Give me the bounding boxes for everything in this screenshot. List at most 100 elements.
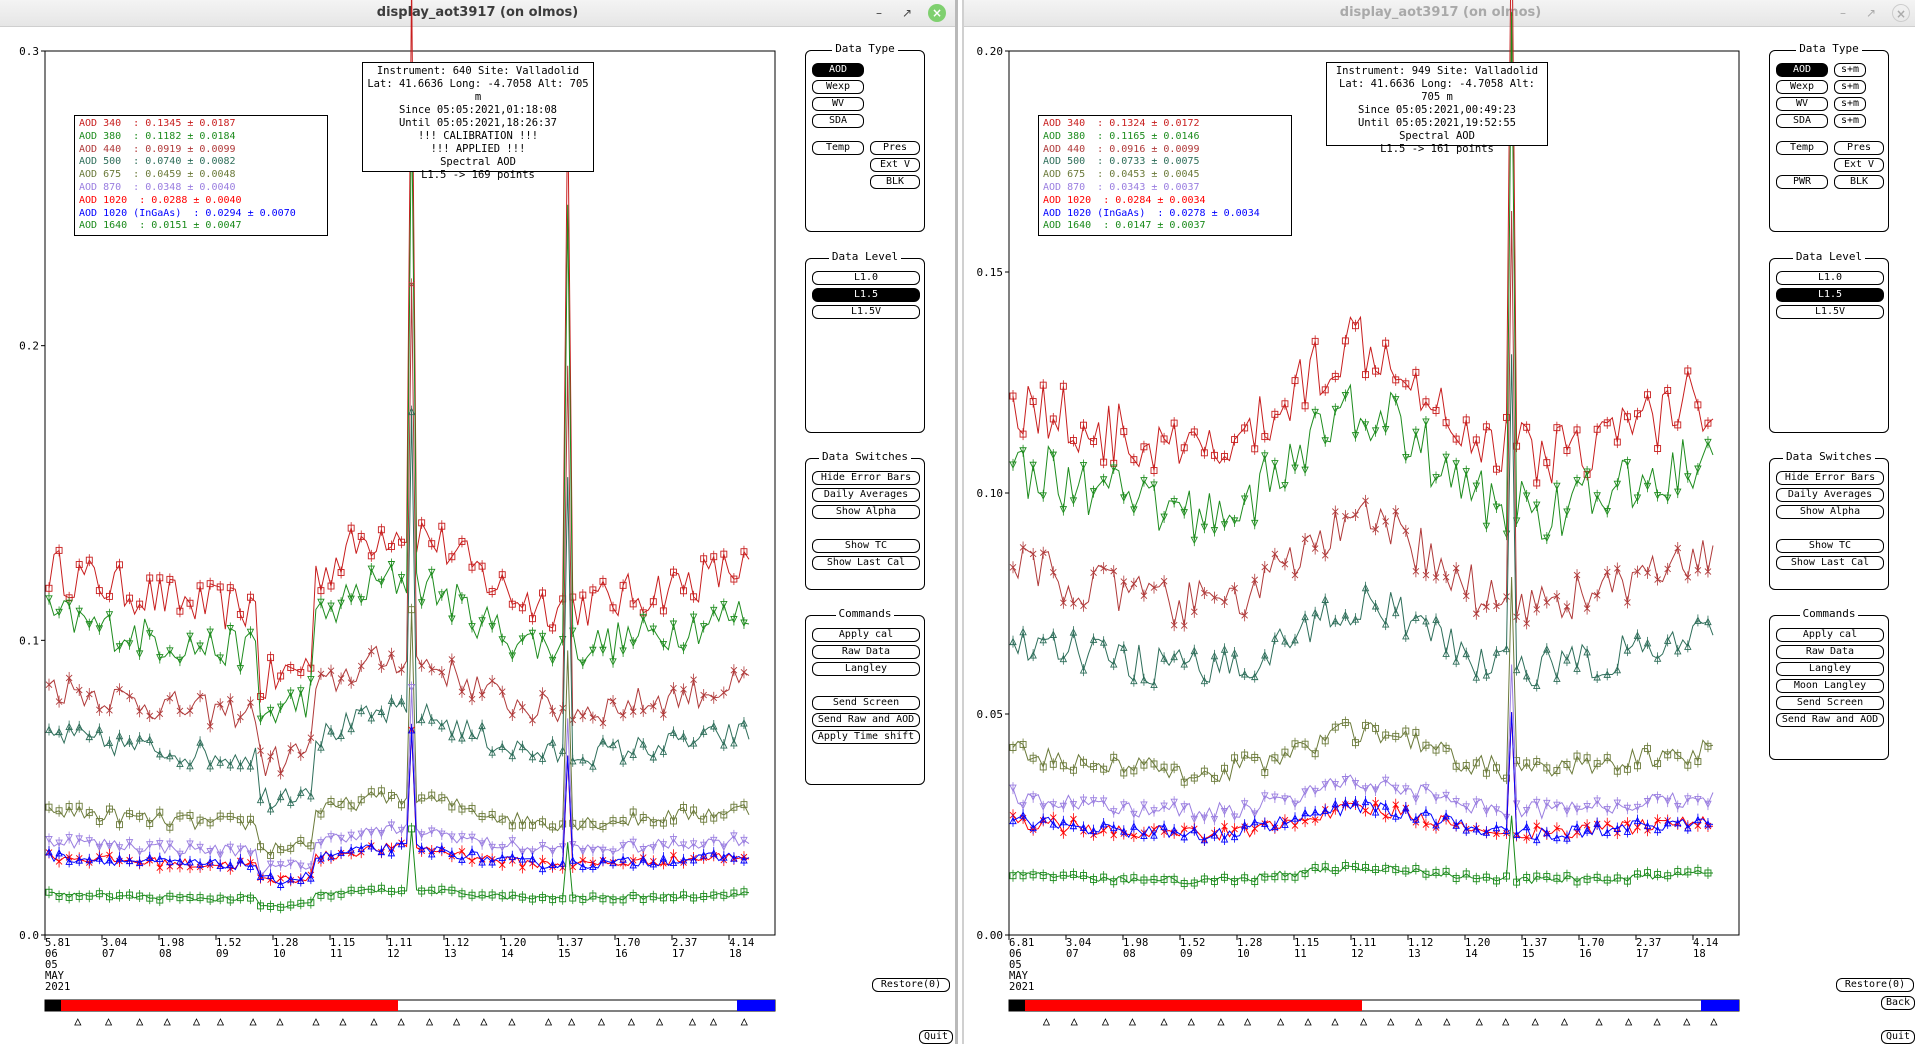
level-1-0-button[interactable]: L1.0 bbox=[812, 271, 920, 285]
pwr-button[interactable]: PWR bbox=[1776, 175, 1828, 189]
pres-button[interactable]: Pres bbox=[870, 141, 920, 155]
data-point bbox=[609, 697, 617, 705]
quit-button[interactable]: Quit bbox=[919, 1030, 953, 1044]
wexp-button[interactable]: Wexp bbox=[1776, 80, 1828, 94]
data-point bbox=[1240, 800, 1249, 808]
data-point bbox=[689, 840, 698, 848]
apply-time-shift-button[interactable]: Apply Time shift bbox=[812, 730, 920, 744]
data-point bbox=[106, 706, 113, 714]
wexp-button[interactable]: Wexp bbox=[812, 80, 864, 94]
daily-averages-button[interactable]: Daily Averages bbox=[1776, 488, 1884, 502]
show-alpha-button[interactable]: Show Alpha bbox=[1776, 505, 1884, 519]
left-titlebar[interactable]: display_aot3917 (on olmos) – ↗ × bbox=[0, 0, 955, 27]
restore-button[interactable]: Restore(0) bbox=[872, 978, 950, 992]
measurement-marker bbox=[425, 1018, 434, 1026]
ext-v-button[interactable]: Ext V bbox=[1834, 158, 1884, 172]
level-1-5-button[interactable]: L1.5 bbox=[812, 288, 920, 302]
data-point bbox=[1109, 808, 1118, 816]
data-point bbox=[236, 894, 244, 902]
data-point bbox=[1200, 676, 1209, 685]
temp-button[interactable]: Temp bbox=[1776, 141, 1828, 155]
maximize-icon[interactable]: ↗ bbox=[901, 6, 913, 20]
level-1-5v-button[interactable]: L1.5V bbox=[1776, 305, 1884, 319]
data-point bbox=[377, 578, 386, 587]
data-point bbox=[1543, 764, 1551, 772]
level-1-5-button[interactable]: L1.5 bbox=[1776, 288, 1884, 302]
data-point bbox=[1069, 628, 1078, 636]
show-tc-button[interactable]: Show TC bbox=[812, 539, 920, 553]
data-point bbox=[680, 891, 687, 899]
data-point bbox=[65, 834, 73, 842]
langley-button[interactable]: Langley bbox=[812, 662, 920, 676]
data-point bbox=[690, 894, 698, 902]
back-button[interactable]: Back bbox=[1881, 996, 1915, 1010]
data-point bbox=[1472, 436, 1480, 444]
send-raw-and-aod-button[interactable]: Send Raw and AOD bbox=[1776, 713, 1884, 727]
minimize-icon[interactable]: – bbox=[1840, 6, 1846, 20]
data-point bbox=[1382, 813, 1389, 820]
data-point bbox=[206, 761, 214, 770]
wv-button[interactable]: WV bbox=[812, 97, 864, 111]
daily-averages-button[interactable]: Daily Averages bbox=[812, 488, 920, 502]
langley-button[interactable]: Langley bbox=[1776, 662, 1884, 676]
moon-langley-button[interactable]: Moon Langley bbox=[1776, 679, 1884, 693]
show-last-cal-button[interactable]: Show Last Cal bbox=[812, 556, 920, 570]
data-point bbox=[277, 770, 284, 777]
apply-cal-button[interactable]: Apply cal bbox=[812, 628, 920, 642]
aod-button[interactable]: AOD bbox=[1776, 63, 1828, 77]
show-last-cal-button[interactable]: Show Last Cal bbox=[1776, 556, 1884, 570]
restore-button[interactable]: Restore(0) bbox=[1836, 978, 1914, 992]
sda-button[interactable]: SDA bbox=[812, 114, 864, 128]
measurement-marker bbox=[688, 1018, 697, 1026]
send-screen-button[interactable]: Send Screen bbox=[1776, 696, 1884, 710]
data-point bbox=[1241, 751, 1249, 759]
blk-button[interactable]: BLK bbox=[1834, 175, 1884, 189]
level-1-0-button[interactable]: L1.0 bbox=[1776, 271, 1884, 285]
data-point bbox=[1573, 477, 1581, 485]
send-raw-and-aod-button[interactable]: Send Raw and AOD bbox=[812, 713, 920, 727]
ext-v-button[interactable]: Ext V bbox=[870, 158, 920, 172]
data-point bbox=[1452, 874, 1460, 882]
data-point bbox=[1412, 567, 1420, 575]
show-tc-button[interactable]: Show TC bbox=[1776, 539, 1884, 553]
data-point bbox=[528, 848, 537, 856]
quit-button[interactable]: Quit bbox=[1881, 1030, 1915, 1044]
data-point bbox=[609, 817, 617, 825]
data-point bbox=[538, 632, 547, 641]
data-point bbox=[1623, 877, 1631, 885]
data-point bbox=[367, 885, 375, 893]
blk-button[interactable]: BLK bbox=[870, 175, 920, 189]
sda-s-m-button[interactable]: s+m bbox=[1834, 114, 1866, 128]
close-icon[interactable]: × bbox=[1892, 4, 1910, 22]
hide-error-bars-button[interactable]: Hide Error Bars bbox=[812, 471, 920, 485]
sda-button[interactable]: SDA bbox=[1776, 114, 1828, 128]
wv-button[interactable]: WV bbox=[1776, 97, 1828, 111]
raw-data-button[interactable]: Raw Data bbox=[1776, 645, 1884, 659]
data-point bbox=[1422, 398, 1430, 406]
wv-s-m-button[interactable]: s+m bbox=[1834, 97, 1866, 111]
close-icon[interactable]: × bbox=[928, 4, 946, 22]
show-alpha-button[interactable]: Show Alpha bbox=[812, 505, 920, 519]
wexp-s-m-button[interactable]: s+m bbox=[1834, 80, 1866, 94]
raw-data-button[interactable]: Raw Data bbox=[812, 645, 920, 659]
aod-button[interactable]: AOD bbox=[812, 63, 864, 77]
x-tick-airmass: 1.37 bbox=[558, 937, 583, 949]
data-point bbox=[105, 805, 113, 813]
data-point bbox=[398, 538, 405, 546]
data-point bbox=[357, 886, 365, 894]
hide-error-bars-button[interactable]: Hide Error Bars bbox=[1776, 471, 1884, 485]
minimize-icon[interactable]: – bbox=[876, 6, 882, 20]
pres-button[interactable]: Pres bbox=[1834, 141, 1884, 155]
data-point bbox=[1482, 769, 1490, 777]
data-point bbox=[1090, 763, 1098, 771]
apply-cal-button[interactable]: Apply cal bbox=[1776, 628, 1884, 642]
temp-button[interactable]: Temp bbox=[812, 141, 864, 155]
aod-s-m-button[interactable]: s+m bbox=[1834, 63, 1866, 77]
data-point bbox=[1392, 812, 1400, 820]
right-titlebar[interactable]: display_aot3917 (on olmos) – ↗ × bbox=[964, 0, 1915, 27]
send-screen-button[interactable]: Send Screen bbox=[812, 696, 920, 710]
maximize-icon[interactable]: ↗ bbox=[1865, 6, 1877, 20]
level-1-5v-button[interactable]: L1.5V bbox=[812, 305, 920, 319]
data-point bbox=[347, 524, 355, 532]
data-point bbox=[1231, 754, 1239, 762]
